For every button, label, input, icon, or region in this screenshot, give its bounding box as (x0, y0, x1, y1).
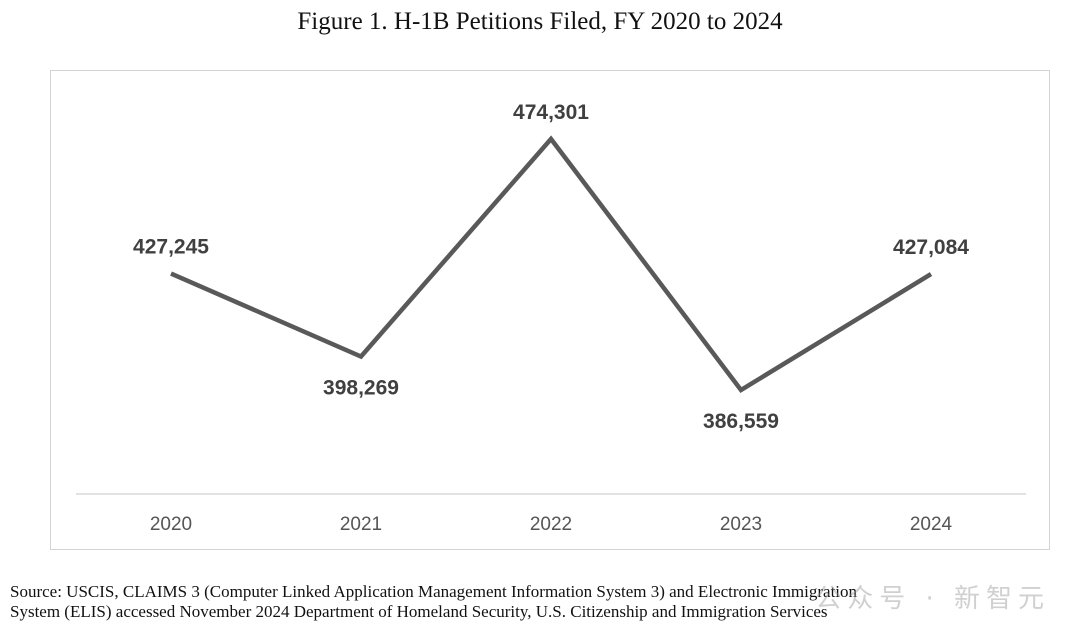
data-label-2020: 427,245 (133, 236, 209, 259)
data-label-2023: 386,559 (703, 410, 779, 433)
source-line-1: Source: USCIS, CLAIMS 3 (Computer Linked… (10, 582, 858, 601)
watermark: 公众号 · 新智元 (815, 584, 1050, 614)
line-chart: 2020 2021 2022 2023 2024 427,245 398,269 474,30… (76, 101, 1026, 535)
series-line (170, 135, 933, 393)
data-label-2021: 398,269 (323, 377, 399, 400)
figure-title: Figure 1. H-1B Petitions Filed, FY 2020 … (297, 8, 783, 35)
x-tick-label-2024: 2024 (910, 514, 953, 535)
source-line-2: System (ELIS) accessed November 2024 Dep… (10, 602, 828, 621)
chart-frame: 2020 2021 2022 2023 2024 427,245 398,269 474,30… (50, 70, 1050, 550)
x-tick-label-2023: 2023 (720, 514, 762, 535)
x-tick-label-2022: 2022 (530, 514, 572, 535)
data-label-2022: 474,301 (513, 101, 589, 124)
x-tick-label-2020: 2020 (150, 514, 192, 535)
data-label-2024: 427,084 (893, 236, 969, 259)
x-tick-label-2021: 2021 (340, 514, 382, 535)
source-note: Source: USCIS, CLAIMS 3 (Computer Linked… (10, 582, 1060, 622)
